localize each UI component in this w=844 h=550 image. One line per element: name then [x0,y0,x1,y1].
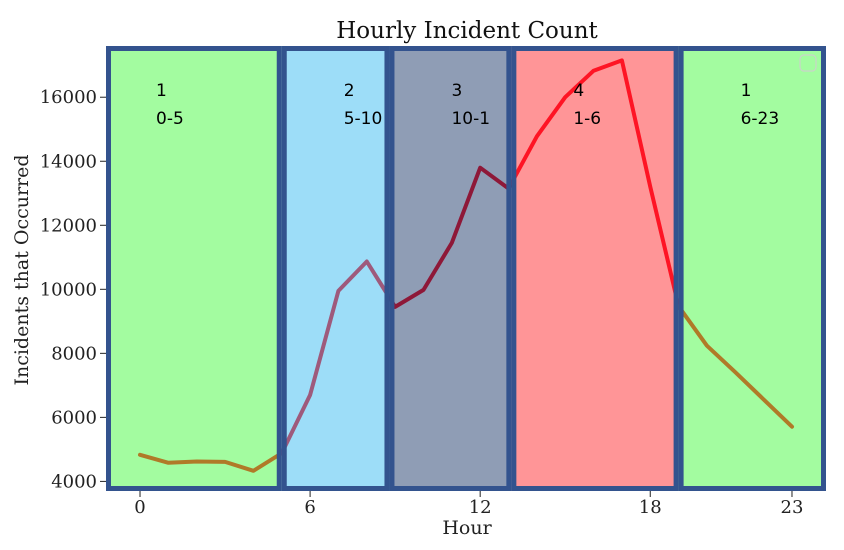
x-axis-title: Hour [442,517,492,539]
series-line-segment-2 [279,259,392,456]
cluster-band-frame-5 [678,46,827,491]
data-point-hour-18 [648,185,652,189]
data-point-hour-1 [166,461,170,465]
y-tick-label-12000: 12000 [40,215,97,236]
cluster-band-5 [678,46,826,491]
x-tick-label-23: 23 [781,497,804,518]
cluster-band-3 [389,46,512,491]
band-labels: 1 0-5 2 5-10 3 10-1 4 1-6 1 6-23 [156,81,779,129]
data-point-hour-0 [138,453,142,457]
y-tick-label-16000: 16000 [40,87,97,108]
band-range-label-2: 5-10 [344,109,383,129]
data-point-hour-3 [223,460,227,464]
band-range-label-4: 1-6 [573,109,601,129]
series-line-segment-5 [676,304,794,429]
x-tick-label-18: 18 [639,497,662,518]
y-tick-label-4000: 4000 [51,471,97,492]
legend-box [799,54,817,72]
data-point-hour-12 [478,166,482,170]
band-cluster-label-4: 4 [573,81,584,101]
band-cluster-label-5: 1 [741,81,752,101]
x-tick-label-0: 0 [134,497,145,518]
x-tick-label-12: 12 [469,497,492,518]
data-point-hour-20 [705,344,709,348]
data-point-hour-4 [251,469,255,473]
band-cluster-label-1: 1 [156,81,167,101]
y-tick-label-6000: 6000 [51,407,97,428]
data-point-hour-21 [733,370,737,374]
y-axis-ticks: 4000 6000 8000 10000 12000 14000 16000 [40,87,106,492]
data-point-hour-8 [365,259,369,263]
legend [799,54,817,72]
band-range-label-1: 0-5 [156,109,184,129]
y-tick-label-10000: 10000 [40,279,97,300]
cluster-band-frame-4 [511,46,679,491]
data-point-hour-10 [421,288,425,292]
data-point-hour-2 [195,460,199,464]
cluster-band-frame-2 [281,46,390,491]
series-line-segment-1 [138,451,284,473]
data-point-hour-23 [790,425,794,429]
band-range-label-5: 6-23 [741,109,780,129]
chart-title: Hourly Incident Count [336,18,598,44]
y-axis-title: Incidents that Occurred [11,154,33,385]
data-point-hour-11 [450,241,454,245]
band-range-label-3: 10-1 [451,109,490,129]
data-point-hour-17 [620,58,624,62]
cluster-band-frame-3 [389,46,512,491]
cluster-band-1 [106,46,282,491]
x-axis-ticks: 0 6 12 18 23 [134,491,803,518]
data-point-hour-6 [308,393,312,397]
x-tick-label-6: 6 [304,497,315,518]
cluster-band-frame-1 [106,46,282,491]
data-point-hour-15 [563,95,567,99]
data-point-hour-14 [535,134,539,138]
data-point-hour-16 [592,69,596,73]
data-point-hour-7 [336,289,340,293]
band-cluster-label-2: 2 [344,81,355,101]
y-tick-label-8000: 8000 [51,343,97,364]
band-cluster-label-3: 3 [451,81,462,101]
data-point-hour-22 [762,397,766,401]
band-frames [106,46,827,491]
cluster-band-4 [511,46,679,491]
y-tick-label-14000: 14000 [40,151,97,172]
series-line-segment-4 [509,58,681,309]
